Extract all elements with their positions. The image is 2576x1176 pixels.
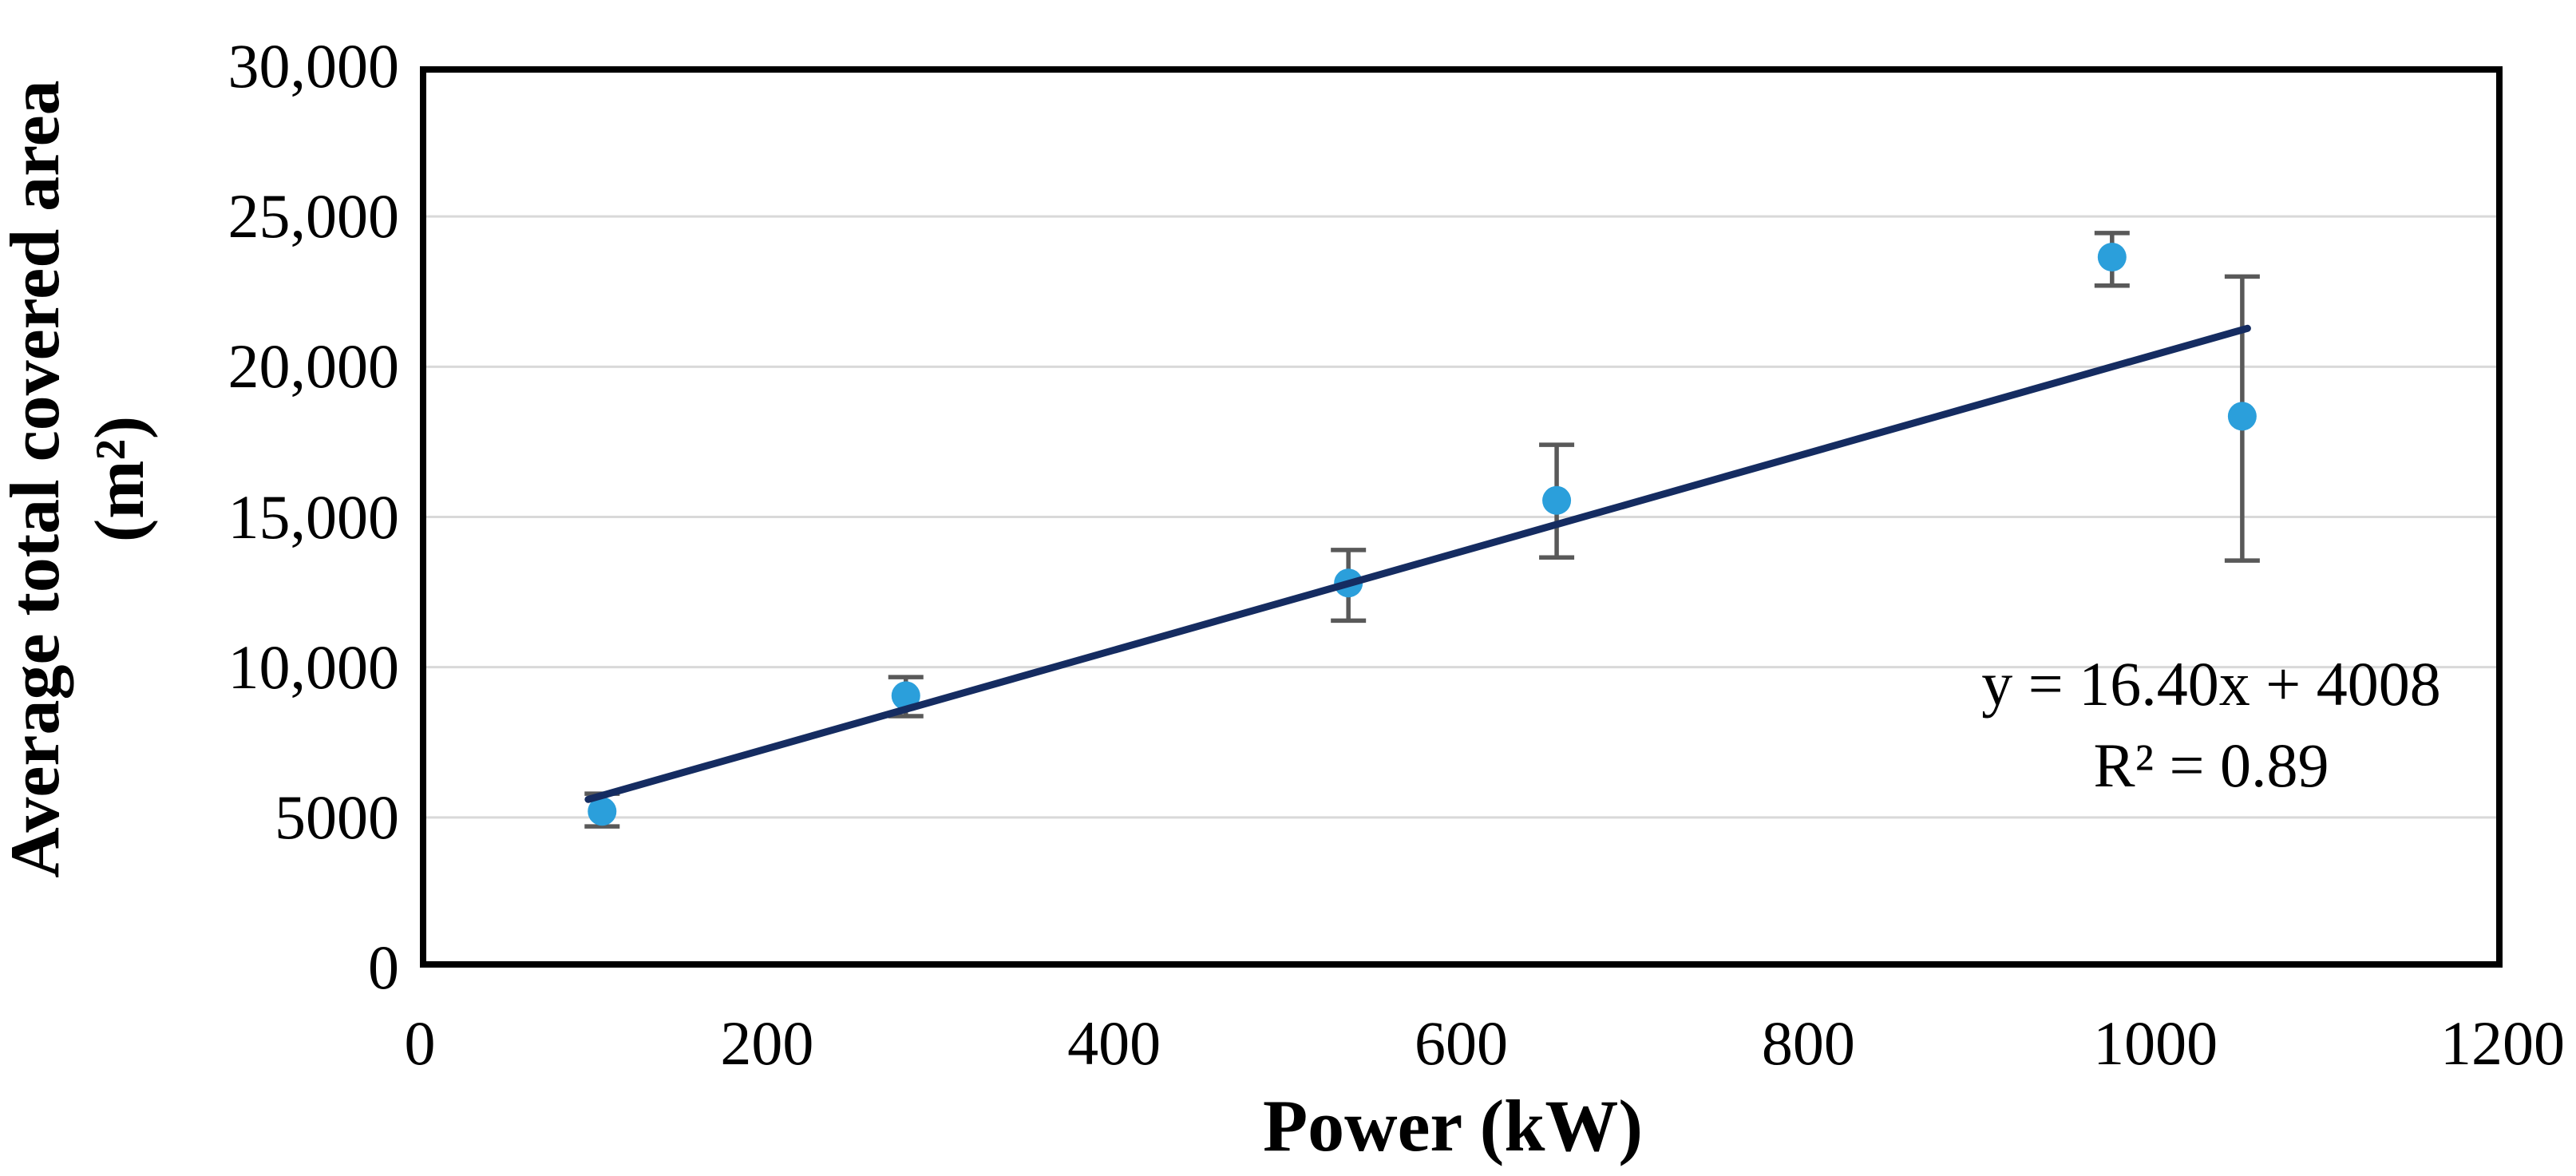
data-point [2097, 242, 2127, 271]
x-tick-label: 600 [1415, 1008, 1508, 1078]
x-tick-label: 200 [720, 1008, 814, 1078]
y-tick-label: 25,000 [228, 181, 400, 251]
data-point [588, 797, 617, 826]
data-point [891, 681, 920, 711]
x-tick-label: 800 [1761, 1008, 1855, 1078]
x-tick-label: 1200 [2440, 1008, 2565, 1078]
y-tick-label: 0 [368, 932, 399, 1002]
x-tick-label: 400 [1067, 1008, 1161, 1078]
data-point [2227, 402, 2257, 431]
trend-line [584, 324, 2251, 803]
y-tick-label: 20,000 [228, 331, 400, 402]
plot-area-svg [420, 215, 2503, 829]
trendline-equation: y = 16.40x + 4008 [1981, 649, 2441, 719]
data-point [1542, 485, 1572, 515]
x-tick-label: 0 [404, 1008, 436, 1078]
y-tick-label: 30,000 [228, 31, 400, 101]
y-tick-label: 15,000 [228, 481, 400, 552]
x-axis-title: Power (kW) [1262, 1085, 1644, 1166]
y-tick-label: 10,000 [228, 632, 400, 702]
trendline-r-squared: R² = 0.89 [2093, 731, 2329, 800]
x-tick-label: 1000 [2093, 1008, 2218, 1078]
trendline-annotation: y = 16.40x + 4008 R² = 0.89 [1732, 643, 2576, 806]
y-tick-label: 5000 [275, 782, 399, 852]
